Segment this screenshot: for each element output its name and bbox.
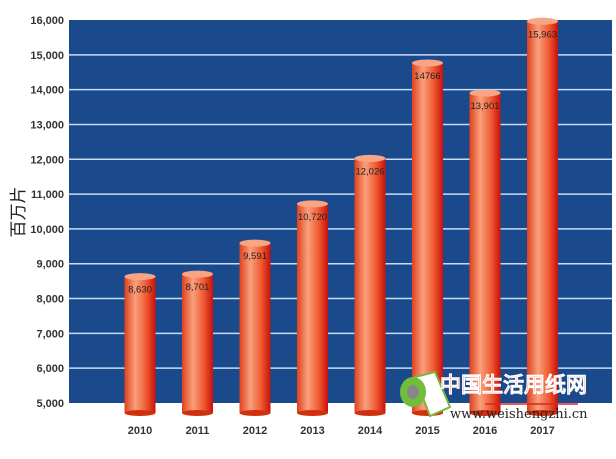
bar-value-label: 14766 [414, 71, 440, 82]
bar-cap [239, 239, 271, 247]
bar-2016: 13,901 [469, 89, 501, 416]
y-tick-label: 15,000 [30, 50, 64, 62]
y-tick-label: 8,000 [36, 294, 64, 306]
y-tick-label: 5,000 [36, 398, 64, 410]
y-tick-label: 12,000 [30, 154, 64, 166]
y-tick-label: 7,000 [36, 328, 64, 340]
bar-base [297, 410, 328, 416]
bar-2015: 14766 [412, 59, 443, 416]
bar-2012: 9,591 [239, 239, 271, 416]
bar-value-label: 13,901 [470, 101, 499, 112]
bar-cap [527, 17, 558, 25]
bar-value-label: 8,630 [128, 285, 152, 296]
bar [124, 276, 156, 413]
x-tick-label: 2011 [186, 425, 210, 437]
bar-2011: 8,701 [182, 270, 213, 416]
x-tick-label: 2015 [415, 425, 439, 437]
bar [469, 93, 501, 413]
tissue-roll-logo [400, 370, 452, 418]
y-tick-label: 6,000 [36, 363, 64, 375]
bar-cap [469, 89, 501, 97]
y-tick-label: 9,000 [36, 259, 64, 271]
plot-background [69, 20, 612, 403]
watermark: 中国生活用纸网 www.weishengzhi.cn [400, 370, 588, 422]
bar-cap [354, 154, 386, 162]
y-tick-label: 14,000 [30, 85, 64, 97]
bar-2017: 15,963 [527, 17, 558, 416]
bar-value-label: 12,026 [355, 166, 384, 177]
x-tick-label: 2013 [300, 425, 324, 437]
bar-cap [124, 273, 156, 281]
y-tick-label: 10,000 [30, 224, 64, 236]
bar-cap [297, 200, 328, 208]
bar-value-label: 8,701 [186, 282, 210, 293]
bar [297, 203, 328, 413]
watermark-title: 中国生活用纸网 [440, 373, 587, 397]
bar-cap [412, 59, 443, 67]
bar-base [469, 410, 501, 416]
x-tick-label: 2012 [243, 425, 267, 437]
y-axis-label: 百万片 [9, 187, 29, 238]
bar [239, 243, 271, 413]
bar-2014: 12,026 [354, 154, 386, 416]
y-tick-label: 11,000 [31, 189, 64, 201]
bar [182, 274, 213, 413]
y-tick-label: 16,000 [30, 15, 64, 27]
bar-base [354, 410, 386, 416]
x-tick-label: 2017 [530, 425, 554, 437]
x-tick-label: 2010 [128, 425, 152, 437]
bar-base [124, 410, 156, 416]
bar-value-label: 10,720 [298, 212, 327, 223]
bar-value-label: 15,963 [528, 29, 557, 40]
y-tick-label: 13,000 [30, 119, 64, 131]
x-tick-label: 2014 [358, 425, 383, 437]
bar [527, 21, 558, 414]
bar [412, 62, 443, 413]
watermark-url: www.weishengzhi.cn [450, 407, 588, 422]
x-tick-label: 2016 [473, 425, 497, 437]
bar-cap [182, 270, 213, 278]
bar-2013: 10,720 [297, 200, 328, 416]
bar [354, 158, 386, 413]
bar-base [182, 410, 213, 416]
bar-value-label: 9,591 [243, 251, 267, 262]
bar-2010: 8,630 [124, 273, 156, 416]
bar-base [239, 410, 271, 416]
bar-base [527, 410, 558, 416]
